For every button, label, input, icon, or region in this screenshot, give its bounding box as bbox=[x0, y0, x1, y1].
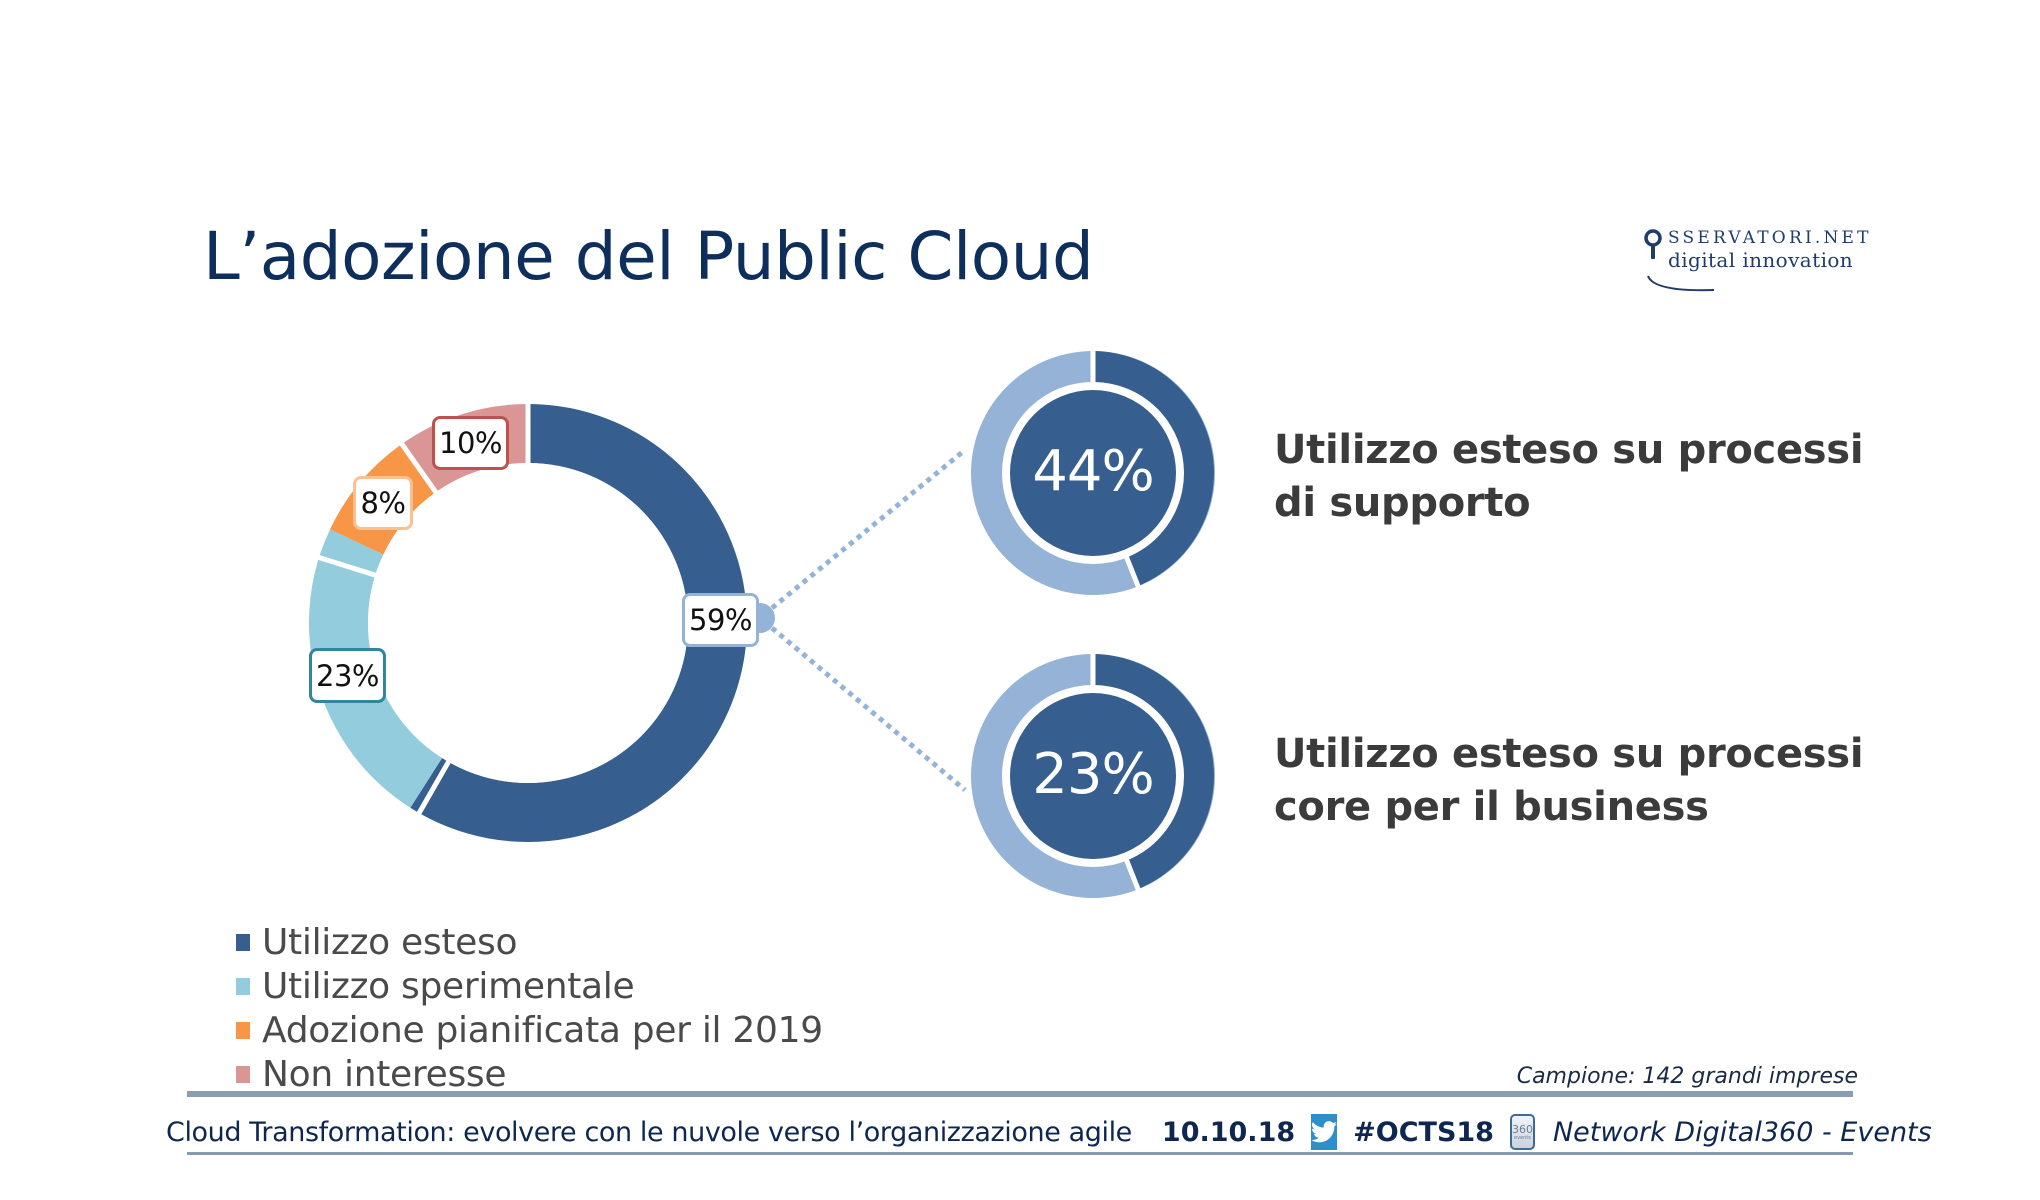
detail-value-core: 23% bbox=[1032, 742, 1154, 807]
legend-swatch bbox=[236, 933, 250, 951]
detail-value-supporto: 44% bbox=[1032, 439, 1154, 504]
slide-title: L’adozione del Public Cloud bbox=[203, 218, 1094, 295]
footer-background-gradient bbox=[0, 900, 2040, 1200]
label-adozione-pianificata: 8% bbox=[353, 476, 413, 530]
detail-description-line2: core per il business bbox=[1274, 784, 1709, 830]
detail-description-core: Utilizzo esteso su processi core per il … bbox=[1274, 728, 1864, 834]
legend-item-utilizzo-sperimentale: Utilizzo sperimentale bbox=[236, 964, 823, 1008]
event-date: 10.10.18 bbox=[1161, 1116, 1296, 1148]
twitter-icon[interactable] bbox=[1311, 1114, 1338, 1150]
legend-label: Non interesse bbox=[262, 1053, 507, 1095]
label-non-interesse: 10% bbox=[432, 416, 509, 470]
detail-description-line1: Utilizzo esteso su processi bbox=[1274, 731, 1864, 777]
event-hashtag[interactable]: #OCTS18 bbox=[1353, 1116, 1494, 1148]
events-badge-subtext: events bbox=[1514, 1134, 1531, 1141]
events-360-icon: 360 events bbox=[1509, 1114, 1535, 1150]
main-donut-chart bbox=[309, 395, 747, 842]
footer-bar: Cloud Transformation: evolvere con le nu… bbox=[166, 1112, 1932, 1152]
legend-label: Utilizzo sperimentale bbox=[262, 965, 635, 1007]
sample-note: Campione: 142 grandi imprese bbox=[1516, 1064, 1858, 1089]
detail-description-line1: Utilizzo esteso su processi bbox=[1274, 427, 1864, 473]
events-badge-text: 360 bbox=[1511, 1122, 1533, 1136]
legend-swatch bbox=[236, 1065, 250, 1083]
footer-divider-top bbox=[187, 1091, 1853, 1097]
detail-donut-supporto bbox=[971, 345, 1215, 595]
detail-description-line2: di supporto bbox=[1274, 480, 1531, 526]
legend-item-adozione-pianificata: Adozione pianificata per il 2019 bbox=[236, 1008, 823, 1052]
network-label: Network Digital360 - Events bbox=[1552, 1116, 1932, 1148]
footer-divider-bottom bbox=[187, 1152, 1853, 1155]
logo-brand: SSERVATORI.NET bbox=[1668, 228, 1872, 248]
event-title: Cloud Transformation: evolvere con le nu… bbox=[166, 1116, 1132, 1148]
chart-legend: Utilizzo esteso Utilizzo sperimentale Ad… bbox=[236, 920, 823, 1096]
legend-label: Adozione pianificata per il 2019 bbox=[262, 1009, 823, 1051]
osservatori-logo: SSERVATORI.NET digital innovation bbox=[1644, 228, 1884, 294]
connector-lines bbox=[745, 448, 967, 792]
legend-swatch bbox=[236, 977, 250, 995]
legend-item-non-interesse: Non interesse bbox=[236, 1052, 823, 1096]
label-utilizzo-esteso: 59% bbox=[682, 593, 759, 647]
slice-utilizzo-sperimentale[interactable] bbox=[309, 404, 747, 842]
legend-swatch bbox=[236, 1021, 250, 1039]
detail-description-supporto: Utilizzo esteso su processi di supporto bbox=[1274, 424, 1864, 530]
detail-donut-core bbox=[971, 648, 1215, 898]
label-utilizzo-sperimentale: 23% bbox=[309, 648, 386, 703]
legend-item-utilizzo-esteso: Utilizzo esteso bbox=[236, 920, 823, 964]
logo-tagline: digital innovation bbox=[1668, 248, 1854, 272]
legend-label: Utilizzo esteso bbox=[262, 921, 518, 963]
magnifier-logo-icon bbox=[1644, 229, 1715, 292]
